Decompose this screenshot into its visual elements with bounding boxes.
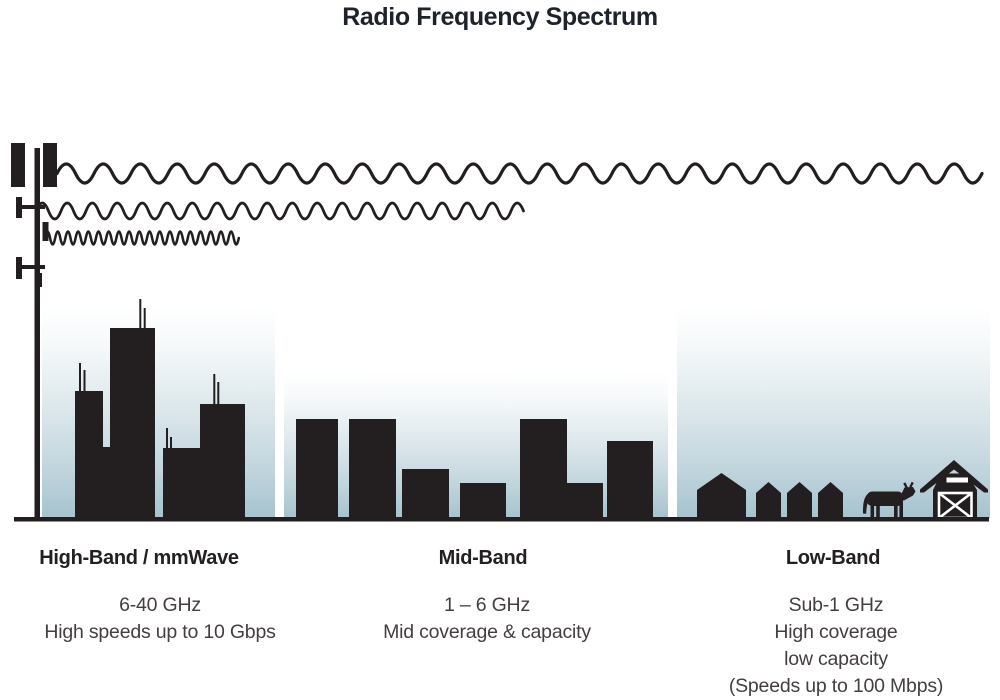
tower-part: [42, 222, 49, 241]
band-heading-mid: Mid-Band: [438, 547, 528, 569]
cow-leg: [899, 502, 903, 518]
barn-door-x: [938, 491, 973, 520]
skyscraper-silhouette: [163, 448, 200, 519]
skyscraper-silhouette: [103, 447, 110, 519]
long-wavelength-low-frequency-wave: [55, 162, 984, 185]
building-silhouette: [402, 469, 449, 519]
house-silhouette: [787, 482, 812, 519]
skyscraper-silhouette: [200, 404, 245, 519]
cow-leg: [870, 502, 875, 518]
tower-part: [34, 148, 40, 521]
house-silhouette: [818, 482, 843, 519]
building-silhouette: [607, 441, 653, 519]
skyscraper-silhouette: [110, 328, 155, 519]
page-title: Radio Frequency Spectrum: [342, 3, 658, 31]
cow-head: [898, 487, 916, 501]
band-label-mid: Mid-Band 1 – 6 GHz Mid coverage & capaci…: [347, 548, 627, 646]
short-wavelength-high-frequency-wave: [43, 230, 241, 246]
band-label-high: High-Band / mmWave 6-40 GHz High speeds …: [20, 548, 300, 646]
band-heading-high: High-Band / mmWave: [39, 547, 239, 569]
building-silhouette: [296, 419, 338, 519]
cell-tower: [11, 143, 57, 521]
low-band-houses: [697, 473, 843, 519]
house-silhouette: [756, 482, 781, 519]
barn-icon: [920, 460, 988, 520]
building-silhouette: [349, 419, 396, 519]
band-label-low: Low-Band Sub-1 GHz High coverage low cap…: [696, 548, 976, 700]
band-capacity-low: low capacity: [784, 648, 888, 670]
ground-bar: [14, 517, 989, 522]
band-frequency-low: Sub-1 GHz: [788, 594, 884, 616]
cow-tail: [862, 493, 871, 514]
house-silhouette: [697, 473, 746, 519]
skyscraper-silhouette: [75, 391, 103, 519]
cow-leg: [894, 502, 898, 518]
medium-wavelength-mid-frequency-wave: [34, 201, 525, 221]
ground-line: [14, 517, 989, 522]
mid-band-buildings: [296, 419, 653, 519]
tower-part: [11, 143, 25, 187]
tower-part: [17, 205, 45, 209]
radio-waves: [34, 162, 984, 246]
tower-part: [37, 273, 42, 287]
building-silhouette: [520, 419, 567, 519]
building-silhouette: [460, 483, 506, 519]
band-frequency-mid: 1 – 6 GHz: [444, 594, 530, 616]
band-speed-low: (Speeds up to 100 Mbps): [728, 675, 944, 697]
tower-part: [43, 143, 57, 187]
spectrum-illustration: [11, 143, 990, 522]
cow-icon: [862, 481, 916, 518]
high-band-skyscrapers: [75, 299, 245, 519]
tower-part: [17, 265, 45, 269]
band-description-high: High speeds up to 10 Gbps: [44, 621, 276, 643]
barn-loft-vent: [946, 477, 968, 483]
band-description-mid: Mid coverage & capacity: [383, 621, 591, 643]
band-heading-low: Low-Band: [785, 547, 881, 569]
cow-horn: [903, 482, 908, 489]
band-coverage-low: High coverage: [774, 621, 898, 643]
barn-body: [933, 473, 977, 518]
cow-leg: [876, 502, 880, 518]
band-frequency-high: 6-40 GHz: [119, 594, 201, 616]
cow-horn: [909, 481, 914, 488]
barn-roof: [920, 460, 988, 493]
building-silhouette: [567, 483, 603, 519]
